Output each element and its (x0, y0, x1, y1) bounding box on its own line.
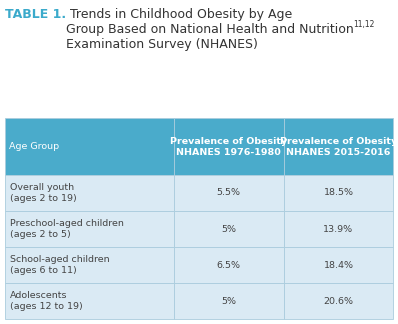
Text: 20.6%: 20.6% (324, 296, 353, 306)
Text: TABLE 1.: TABLE 1. (5, 8, 66, 21)
Bar (5, 247, 174, 283)
Bar (174, 118, 284, 175)
Bar (284, 283, 393, 319)
Text: Adolescents
(ages 12 to 19): Adolescents (ages 12 to 19) (10, 291, 82, 311)
Bar (284, 175, 393, 211)
Bar (5, 175, 174, 211)
Bar (174, 283, 284, 319)
Text: 11,12: 11,12 (354, 20, 375, 29)
Text: Prevalence of Obesity
NHANES 2015-2016: Prevalence of Obesity NHANES 2015-2016 (280, 136, 397, 157)
Bar (174, 175, 284, 211)
Bar (174, 211, 284, 247)
Text: 13.9%: 13.9% (324, 225, 353, 234)
Bar (284, 247, 393, 283)
Text: School-aged children
(ages 6 to 11): School-aged children (ages 6 to 11) (10, 255, 109, 275)
Text: Age Group: Age Group (9, 142, 59, 151)
Text: 6.5%: 6.5% (217, 260, 241, 270)
Text: 18.5%: 18.5% (324, 189, 353, 198)
Text: 5.5%: 5.5% (217, 189, 241, 198)
Bar (5, 211, 174, 247)
Text: Trends in Childhood Obesity by Age
Group Based on National Health and Nutrition
: Trends in Childhood Obesity by Age Group… (66, 8, 354, 51)
Text: Prevalence of Obesity
NHANES 1976-1980: Prevalence of Obesity NHANES 1976-1980 (170, 136, 287, 157)
Bar (284, 118, 393, 175)
Text: Preschool-aged children
(ages 2 to 5): Preschool-aged children (ages 2 to 5) (10, 219, 123, 239)
Bar (284, 211, 393, 247)
Bar (174, 247, 284, 283)
Text: 5%: 5% (221, 225, 236, 234)
Text: 5%: 5% (221, 296, 236, 306)
Bar (5, 118, 174, 175)
Bar (5, 283, 174, 319)
Text: Overall youth
(ages 2 to 19): Overall youth (ages 2 to 19) (10, 183, 76, 203)
Text: 18.4%: 18.4% (324, 260, 353, 270)
